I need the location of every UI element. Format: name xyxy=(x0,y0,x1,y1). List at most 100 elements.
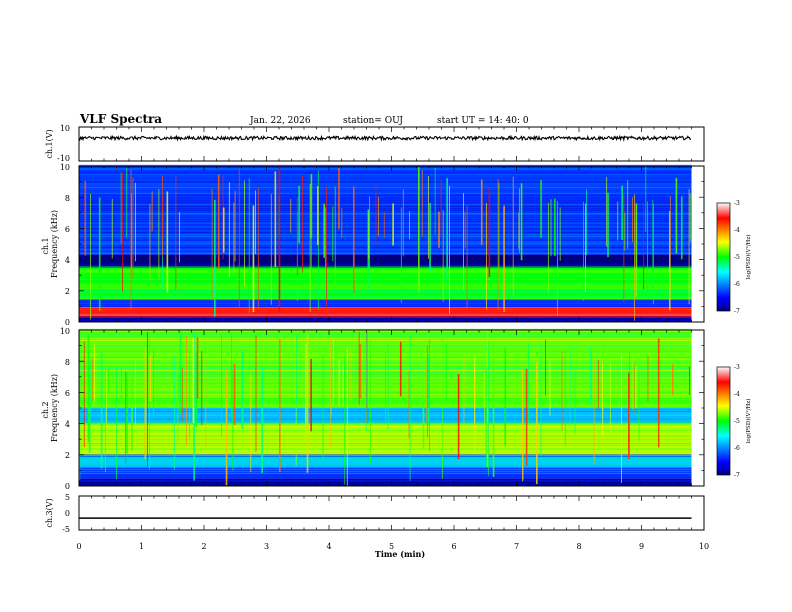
ch2-texture-row xyxy=(79,351,692,353)
ch2-band xyxy=(79,478,692,486)
ch1-texture-row xyxy=(79,234,692,235)
ch1-event xyxy=(244,180,245,287)
ch2-event xyxy=(593,360,595,465)
ch2-event xyxy=(484,373,486,429)
ch1-event xyxy=(427,175,429,259)
ch1-texture-row xyxy=(79,181,692,183)
ch1-cbar-tick: -3 xyxy=(734,200,740,207)
ch1-texture-row xyxy=(79,293,692,295)
ch1-colorbar-label: log(PSD)(V²/Hz) xyxy=(745,235,752,280)
x-tick-label: 6 xyxy=(451,542,456,551)
ch2-event xyxy=(522,371,523,482)
ch2-event xyxy=(125,371,127,465)
ch2-texture-row xyxy=(79,345,692,347)
ch2-ytick: 8 xyxy=(65,358,70,367)
ch1-event xyxy=(332,206,334,262)
ch2-texture-row xyxy=(79,437,692,439)
ch1-waveform-ylabel: ch.1(V) xyxy=(45,129,54,158)
ch1-texture-row xyxy=(79,211,692,213)
ch1-texture-row xyxy=(79,295,692,297)
ch1-event xyxy=(302,175,303,273)
ch2-event xyxy=(79,330,81,480)
ch1-event xyxy=(341,207,343,238)
ch2-event xyxy=(344,356,346,485)
ch1-event xyxy=(338,168,340,230)
ch1-ytick: 4 xyxy=(65,256,70,265)
ch2-event xyxy=(366,332,368,424)
ch1-event xyxy=(617,201,619,241)
ch1-event xyxy=(238,168,240,307)
ch1-ytick-min: -10 xyxy=(57,154,70,163)
ch1-spectrogram-ylabel: Frequency (kHz) xyxy=(50,210,59,278)
ch1-texture-row xyxy=(79,305,692,307)
ch2-ytick: 0 xyxy=(65,482,70,491)
ch2-texture-row xyxy=(79,463,692,465)
ch2-event xyxy=(628,372,630,460)
ch1-texture-row xyxy=(79,228,692,230)
ch2-event xyxy=(574,370,576,435)
ch1-event xyxy=(352,186,355,294)
ch2-event xyxy=(346,348,348,486)
ch2-event xyxy=(428,339,430,451)
ch2-event xyxy=(647,355,649,403)
ch2-texture-row xyxy=(79,433,692,435)
ch2-texture-row xyxy=(79,444,692,446)
ch1-texture-row xyxy=(79,205,692,207)
ch2-event xyxy=(83,341,85,448)
x-tick-label: 0 xyxy=(76,542,81,551)
ch1-event xyxy=(446,178,448,281)
ch2-texture-row xyxy=(79,452,692,454)
ch1-texture-row xyxy=(79,260,692,262)
ch1-event xyxy=(675,177,678,254)
ch1-event xyxy=(464,211,466,249)
ch2-ytick: 6 xyxy=(65,389,70,398)
ch1-cbar-tick: -5 xyxy=(734,254,740,261)
ch2-event xyxy=(233,363,236,425)
ch2-event xyxy=(384,351,386,423)
ch1-texture-row xyxy=(79,303,692,305)
ch2-event xyxy=(564,349,566,446)
ch2-event xyxy=(120,367,122,399)
ch1-texture-row xyxy=(79,217,692,219)
ch2-event xyxy=(94,343,95,403)
ch1-event xyxy=(449,185,450,314)
ch2-event xyxy=(116,368,117,480)
ch1-event xyxy=(652,203,654,305)
ch1-texture-row xyxy=(79,170,692,172)
ch2-texture-row xyxy=(79,474,692,476)
ch1-waveform-frame xyxy=(78,126,705,162)
ch1-texture-row xyxy=(79,307,692,308)
ch1-texture-row xyxy=(79,187,692,189)
ch2-spectrogram-panel: 0 2 4 6 8 10 ch.2 Frequency (kHz) -3 -4 … xyxy=(41,327,752,491)
ch2-event xyxy=(492,345,495,477)
ch2-event xyxy=(525,368,528,466)
ch1-texture-row xyxy=(79,219,692,220)
ch2-cbar-tick: -7 xyxy=(734,472,740,479)
ch2-texture-row xyxy=(79,429,692,431)
ch2-event xyxy=(330,338,332,450)
ch2-texture-row xyxy=(79,448,692,450)
ch1-event xyxy=(635,203,638,297)
ch2-event xyxy=(195,352,198,427)
ch1-event xyxy=(151,191,153,232)
ch1-event xyxy=(559,207,561,261)
ch1-texture-row xyxy=(79,277,692,279)
x-tick-label: 5 xyxy=(389,542,394,551)
x-tick-label: 7 xyxy=(514,542,519,551)
ch1-ytick: 6 xyxy=(65,225,70,234)
ch1-event xyxy=(84,181,87,256)
ch1-texture-row xyxy=(79,200,692,202)
ch2-texture-row xyxy=(79,450,692,452)
ch1-event xyxy=(375,184,377,246)
ch1-texture-row xyxy=(79,258,692,260)
ch2-texture-row xyxy=(79,456,692,457)
ch1-event xyxy=(540,179,542,238)
ch2-event xyxy=(177,351,179,445)
ch2-colorbar xyxy=(716,366,731,476)
ch1-event xyxy=(228,182,230,278)
ch1-ytick: 2 xyxy=(65,287,70,296)
ch1-texture-row xyxy=(79,286,692,288)
ch2-texture-row xyxy=(79,478,692,480)
ch1-event xyxy=(323,209,325,231)
figure-title: VLF Spectra xyxy=(79,112,162,126)
